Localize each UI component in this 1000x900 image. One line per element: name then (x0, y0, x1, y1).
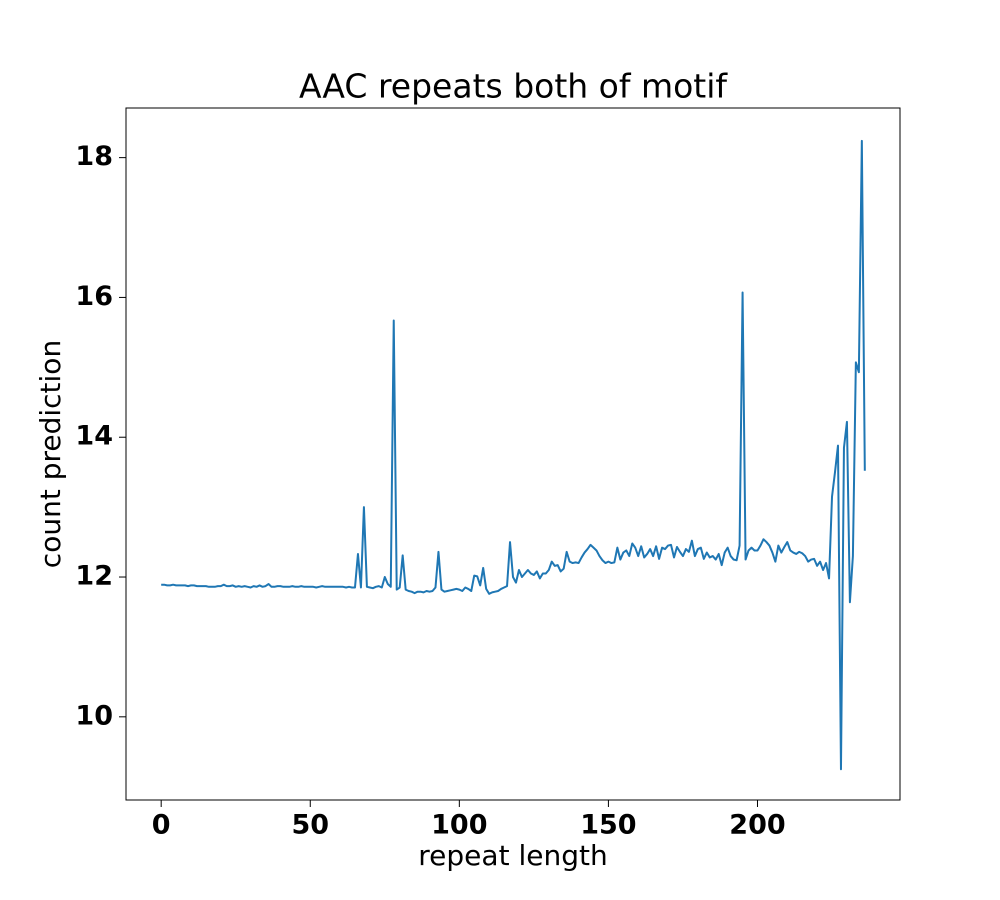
y-tick-label: 10 (75, 700, 113, 731)
y-tick-label: 12 (75, 561, 113, 592)
x-tick-label: 0 (152, 810, 171, 841)
x-axis-label: repeat length (418, 839, 607, 872)
y-axis-label: count prediction (34, 340, 67, 568)
x-tick-label: 100 (431, 810, 487, 841)
x-tick-label: 150 (580, 810, 636, 841)
data-line (161, 139, 866, 771)
plot-frame (125, 107, 901, 801)
y-tick-label: 16 (75, 281, 113, 312)
x-tick-label: 200 (729, 810, 785, 841)
chart-title: AAC repeats both of motif (299, 67, 728, 106)
y-tick-label: 18 (75, 141, 113, 172)
x-tick-label: 50 (291, 810, 329, 841)
y-tick-label: 14 (75, 421, 113, 452)
